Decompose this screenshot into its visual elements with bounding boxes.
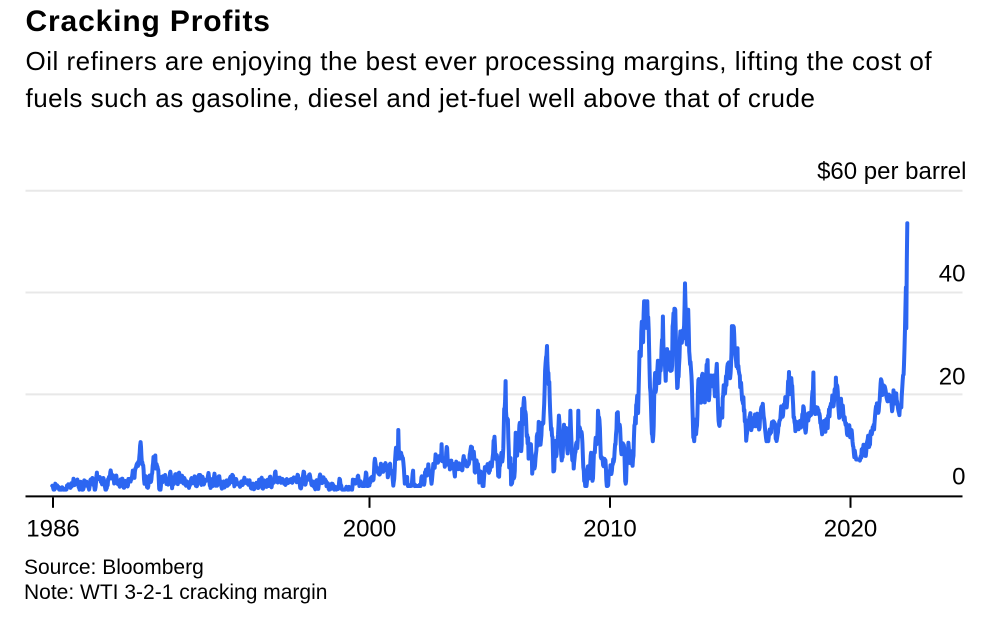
svg-text:2020: 2020 (824, 515, 877, 542)
svg-text:40: 40 (939, 261, 966, 288)
svg-text:0: 0 (952, 464, 965, 491)
svg-text:2010: 2010 (583, 515, 636, 542)
svg-text:$60 per barrel: $60 per barrel (817, 158, 966, 185)
svg-text:2000: 2000 (343, 515, 396, 542)
svg-text:1986: 1986 (26, 515, 79, 542)
svg-text:20: 20 (939, 363, 966, 390)
